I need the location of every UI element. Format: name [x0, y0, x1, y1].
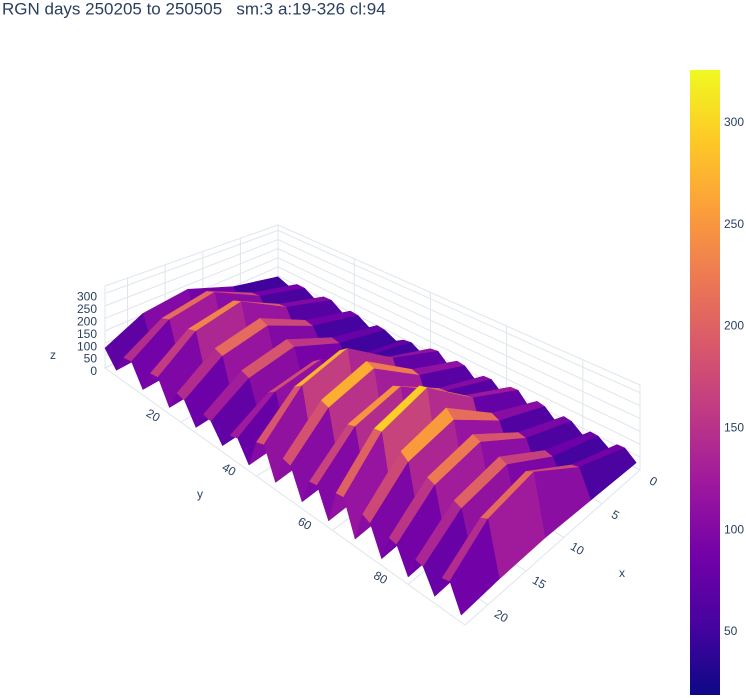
colorbar-tick-label: 150: [724, 420, 744, 434]
colorbar-tick-label: 50: [724, 624, 738, 638]
chart-title: RGN days 250205 to 250505 sm:3 a:19-326 …: [2, 0, 386, 18]
y-tick-label: 60: [295, 514, 314, 533]
colorbar-tick-label: 250: [724, 217, 744, 231]
x-tick-label: 20: [492, 607, 511, 626]
colorbar: [690, 70, 720, 695]
grid-line: [277, 248, 641, 419]
x-tick-label: 0: [647, 474, 660, 490]
y-tick-label: 20: [144, 406, 163, 425]
grid-line: [277, 239, 641, 407]
z-tick-label: 150: [77, 327, 97, 341]
grid-line: [277, 229, 641, 394]
z-tick-label: 50: [84, 352, 98, 366]
x-tick-label: 15: [530, 573, 549, 592]
colorbar-tick-label: 200: [724, 319, 744, 333]
colorbar-tick-label: 100: [724, 522, 744, 536]
z-axis-title: z: [50, 348, 56, 362]
z-tick-label: 200: [77, 314, 97, 328]
y-axis-title: y: [197, 487, 203, 501]
z-tick-label: 0: [90, 364, 97, 378]
grid-line: [104, 248, 279, 319]
y-tick-label: 80: [371, 568, 390, 587]
grid-line: [277, 266, 641, 445]
z-tick-label: 250: [77, 302, 97, 316]
surface-patch: [449, 518, 500, 616]
grid-line: [277, 257, 641, 432]
z-tick-label: 100: [77, 339, 97, 353]
grid-line: [104, 239, 279, 307]
z-tick-label: 300: [77, 290, 97, 304]
y-tick-label: 40: [220, 460, 239, 479]
x-tick-label: 5: [609, 507, 622, 523]
x-tick-label: 10: [568, 539, 587, 558]
grid-line: [104, 229, 279, 294]
x-axis-title: x: [619, 566, 625, 580]
colorbar-tick-label: 300: [724, 115, 744, 129]
